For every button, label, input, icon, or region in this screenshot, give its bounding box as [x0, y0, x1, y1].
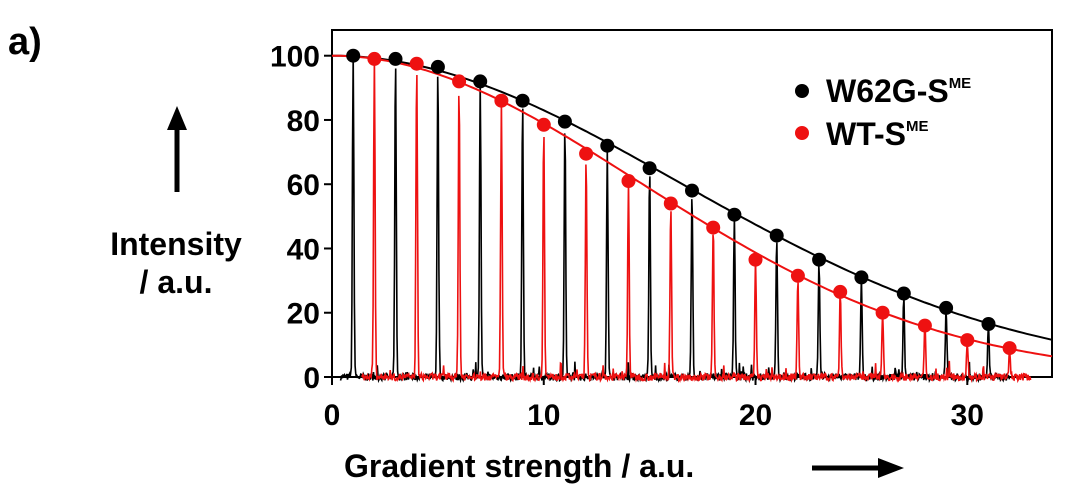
x-axis-arrow-head [878, 458, 904, 478]
x-axis-title-text: Gradient strength / a.u. [344, 448, 694, 484]
data-point-series1 [536, 117, 551, 132]
y-axis-title-line2: / a.u. [140, 264, 213, 300]
legend-label-w62g-main: W62G-S [826, 73, 949, 109]
data-point-series1 [960, 333, 975, 348]
x-tick-label: 30 [951, 399, 984, 432]
legend-marker-w62g [795, 84, 809, 98]
data-point-series1 [748, 252, 763, 267]
data-point-series0 [600, 138, 615, 153]
data-point-series1 [452, 74, 467, 89]
data-point-series1 [367, 51, 382, 66]
legend-label-wt-sup: ME [906, 118, 929, 135]
data-points-layer [346, 48, 1017, 356]
data-point-series1 [875, 305, 890, 320]
data-point-series0 [981, 317, 996, 331]
data-point-series1 [621, 174, 636, 188]
y-tick-label: 40 [287, 233, 320, 266]
fit-curve-1 [332, 54, 1053, 358]
x-tick-label: 0 [324, 399, 341, 432]
data-point-series0 [642, 161, 657, 176]
legend-label-w62g: W62G-SME [826, 73, 971, 109]
data-point-series1 [790, 268, 805, 283]
y-tick-label: 60 [287, 169, 320, 202]
y-axis-arrow-head [167, 106, 187, 130]
data-point-series1 [1002, 341, 1017, 356]
x-tick-label: 10 [527, 399, 560, 432]
legend-label-wt-main: WT-S [826, 116, 906, 152]
legend-item-wt: WT-SME [795, 116, 928, 152]
y-ticks: 0 20 40 60 80 100 [270, 41, 332, 395]
x-tick-label: 20 [739, 399, 772, 432]
y-tick-label: 0 [303, 362, 320, 395]
legend-label-wt: WT-SME [826, 116, 928, 152]
data-point-series0 [939, 300, 954, 315]
data-point-series0 [430, 59, 445, 74]
data-point-series0 [473, 74, 488, 89]
x-axis-title: Gradient strength / a.u. [344, 448, 904, 484]
data-point-series0 [896, 286, 911, 301]
data-point-series1 [409, 56, 424, 71]
data-point-series1 [833, 284, 848, 299]
spectra-layer [339, 54, 1032, 384]
data-point-series0 [769, 228, 784, 243]
y-tick-label: 100 [270, 41, 320, 74]
data-point-series1 [706, 220, 721, 235]
y-axis-title: Intensity / a.u. [110, 106, 242, 300]
y-tick-label: 80 [287, 105, 320, 138]
legend-label-w62g-sup: ME [949, 75, 972, 92]
data-point-series1 [663, 196, 678, 211]
data-point-series0 [557, 114, 572, 129]
data-point-series1 [494, 93, 509, 108]
legend-marker-wt [795, 126, 809, 140]
spectrum-trace-1 [360, 55, 1032, 384]
data-point-series1 [917, 318, 932, 333]
legend: W62G-SME WT-SME [795, 73, 971, 152]
data-point-series0 [388, 51, 403, 66]
data-point-series0 [727, 207, 742, 222]
x-ticks: 0 10 20 30 [324, 377, 984, 432]
data-point-series1 [579, 146, 594, 161]
data-point-series0 [515, 93, 530, 108]
data-point-series0 [685, 183, 699, 198]
data-point-series0 [854, 270, 869, 285]
y-tick-label: 20 [287, 298, 320, 331]
data-point-series0 [346, 48, 361, 63]
data-point-series0 [812, 252, 827, 267]
legend-item-w62g: W62G-SME [795, 73, 971, 109]
y-axis-title-line1: Intensity [110, 226, 242, 262]
panel-label: a) [8, 21, 42, 63]
